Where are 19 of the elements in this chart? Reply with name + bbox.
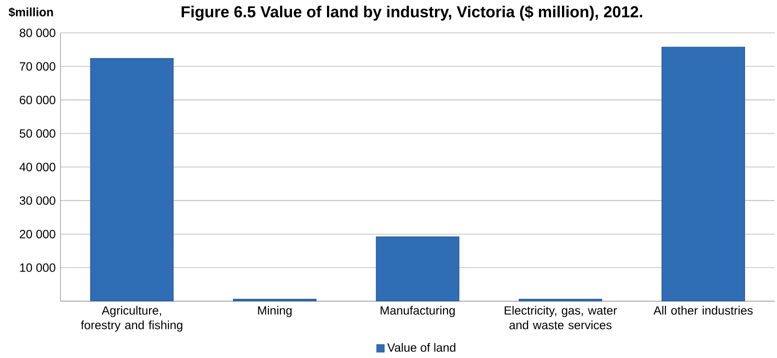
y-tick-label: 50 000: [20, 129, 56, 138]
y-tick-label: 60 000: [20, 96, 56, 104]
legend-label: Value of land: [387, 343, 456, 352]
bar: [662, 46, 745, 302]
x-tick-label: All other industries: [653, 306, 753, 315]
chart-title: Figure 6.5 Value of land by industry, Victoria ($ million), 2012.: [182, 6, 642, 21]
y-tick-label: 40 000: [19, 162, 56, 172]
y-tick-label: 30 000: [20, 196, 56, 205]
y-tick-label: 20 000: [20, 230, 56, 238]
y-tick-label: 10 000: [20, 263, 56, 272]
x-tick-label: Mining: [258, 306, 292, 318]
x-tick-label: Manufacturing: [380, 306, 455, 318]
bar: [376, 236, 460, 302]
x-tick-label: Electricity, gas, water and waste services: [504, 306, 617, 330]
y-axis-title: $million: [8, 7, 53, 18]
bar: [90, 58, 174, 302]
y-tick-label: 80 000: [20, 28, 56, 38]
x-tick-label: Agriculture, forestry and fishing: [80, 306, 182, 332]
y-tick-label: 70 000: [20, 62, 56, 71]
